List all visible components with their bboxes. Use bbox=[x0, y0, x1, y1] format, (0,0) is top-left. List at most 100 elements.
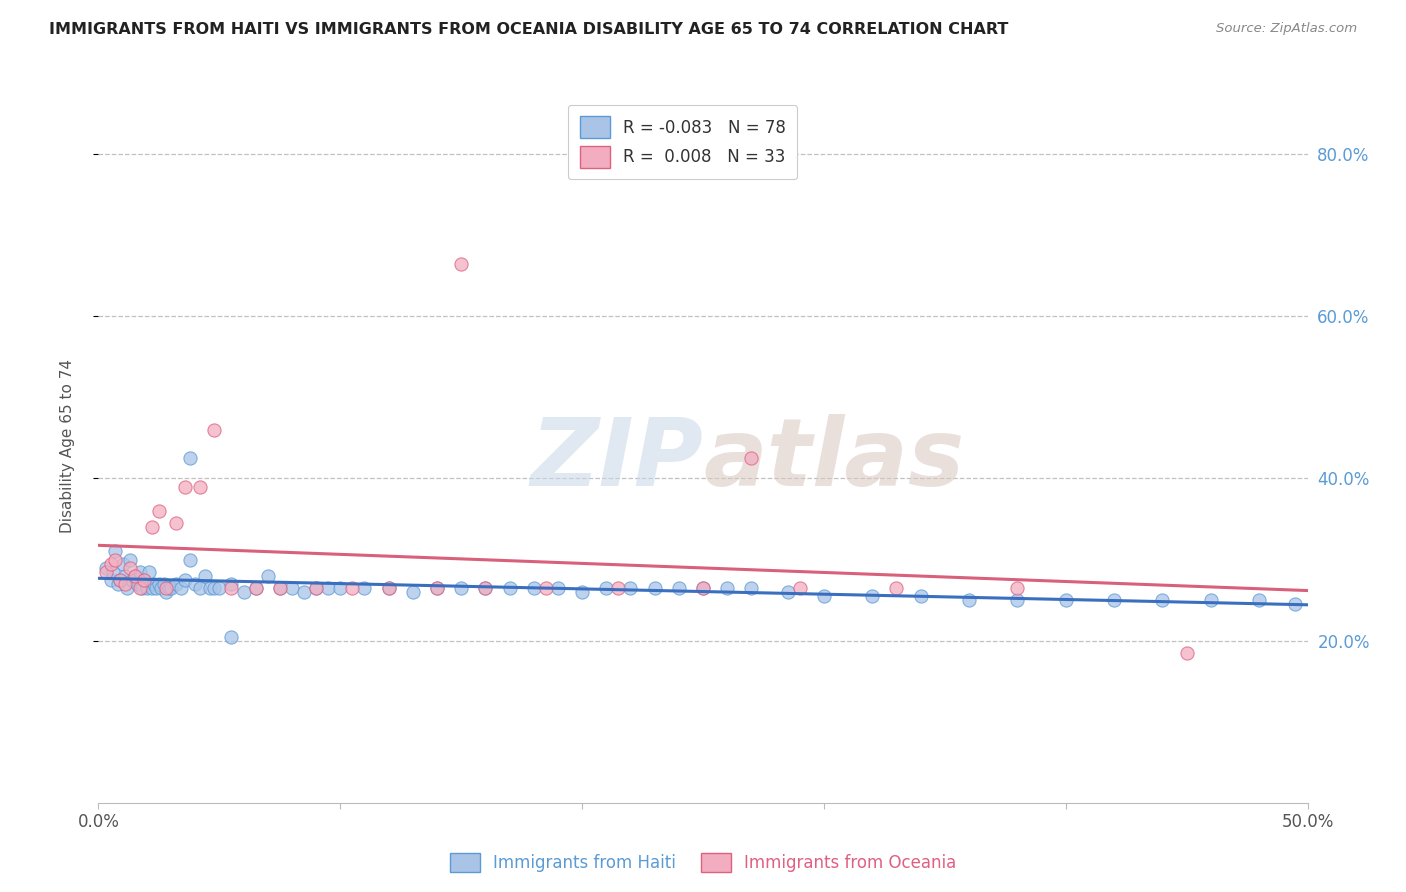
Point bbox=[188, 479, 211, 493]
Point bbox=[114, 577, 136, 591]
Point bbox=[377, 581, 399, 595]
Point bbox=[256, 568, 278, 582]
Point bbox=[138, 565, 160, 579]
Point bbox=[316, 581, 339, 595]
Point bbox=[131, 581, 153, 595]
Point bbox=[169, 581, 191, 595]
Text: ZIP: ZIP bbox=[530, 414, 703, 507]
Point bbox=[281, 581, 304, 595]
Point bbox=[221, 630, 243, 644]
Point bbox=[245, 581, 267, 595]
Point bbox=[342, 581, 364, 595]
Point bbox=[160, 581, 183, 595]
Point bbox=[1199, 593, 1222, 607]
Point bbox=[232, 585, 254, 599]
Point bbox=[716, 581, 738, 595]
Point bbox=[100, 573, 122, 587]
Point bbox=[1102, 593, 1125, 607]
Point bbox=[860, 589, 883, 603]
Point bbox=[776, 585, 799, 599]
Point bbox=[329, 581, 352, 595]
Point bbox=[910, 589, 932, 603]
Point bbox=[1007, 581, 1029, 595]
Point bbox=[269, 581, 291, 595]
Point bbox=[1284, 597, 1306, 611]
Point bbox=[150, 581, 173, 595]
Point bbox=[179, 451, 201, 466]
Point bbox=[118, 552, 141, 566]
Point bbox=[523, 581, 546, 595]
Point bbox=[426, 581, 449, 595]
Point bbox=[174, 479, 197, 493]
Point bbox=[813, 589, 835, 603]
Point bbox=[1249, 593, 1271, 607]
Point bbox=[571, 585, 593, 599]
Point bbox=[134, 573, 156, 587]
Point bbox=[124, 568, 146, 582]
Point bbox=[179, 552, 201, 566]
Point bbox=[94, 560, 117, 574]
Point bbox=[104, 552, 127, 566]
Point bbox=[221, 581, 243, 595]
Point bbox=[184, 577, 207, 591]
Text: atlas: atlas bbox=[703, 414, 965, 507]
Point bbox=[269, 581, 291, 595]
Point bbox=[108, 573, 131, 587]
Point bbox=[644, 581, 666, 595]
Point bbox=[204, 581, 226, 595]
Legend: Immigrants from Haiti, Immigrants from Oceania: Immigrants from Haiti, Immigrants from O… bbox=[441, 844, 965, 880]
Text: IMMIGRANTS FROM HAITI VS IMMIGRANTS FROM OCEANIA DISABILITY AGE 65 TO 74 CORRELA: IMMIGRANTS FROM HAITI VS IMMIGRANTS FROM… bbox=[49, 22, 1008, 37]
Point bbox=[1054, 593, 1077, 607]
Point bbox=[1007, 593, 1029, 607]
Point bbox=[692, 581, 714, 595]
Point bbox=[134, 573, 156, 587]
Point bbox=[127, 577, 149, 591]
Point bbox=[155, 581, 177, 595]
Point bbox=[148, 577, 170, 591]
Point bbox=[104, 544, 127, 558]
Point bbox=[155, 585, 177, 599]
Point bbox=[402, 585, 425, 599]
Point bbox=[377, 581, 399, 595]
Point bbox=[886, 581, 908, 595]
Point bbox=[668, 581, 690, 595]
Point bbox=[101, 565, 124, 579]
Point bbox=[124, 568, 146, 582]
Point bbox=[450, 256, 472, 270]
Point bbox=[957, 593, 980, 607]
Point bbox=[108, 573, 131, 587]
Point bbox=[547, 581, 569, 595]
Point bbox=[198, 581, 221, 595]
Point bbox=[121, 573, 143, 587]
Point bbox=[450, 581, 472, 595]
Point bbox=[1152, 593, 1174, 607]
Point bbox=[188, 581, 211, 595]
Point bbox=[353, 581, 375, 595]
Point bbox=[100, 557, 122, 571]
Point bbox=[208, 581, 231, 595]
Point bbox=[111, 557, 134, 571]
Point bbox=[426, 581, 449, 595]
Point bbox=[245, 581, 267, 595]
Point bbox=[135, 581, 157, 595]
Point bbox=[498, 581, 520, 595]
Point bbox=[174, 573, 197, 587]
Point bbox=[94, 565, 117, 579]
Point bbox=[789, 581, 811, 595]
Point bbox=[474, 581, 496, 595]
Point bbox=[619, 581, 641, 595]
Point bbox=[128, 581, 150, 595]
Point bbox=[305, 581, 328, 595]
Point bbox=[165, 516, 187, 530]
Point bbox=[157, 581, 180, 595]
Point bbox=[740, 581, 762, 595]
Point bbox=[292, 585, 315, 599]
Point bbox=[141, 581, 163, 595]
Point bbox=[148, 504, 170, 518]
Point bbox=[204, 423, 226, 437]
Point bbox=[740, 451, 762, 466]
Point bbox=[128, 565, 150, 579]
Point bbox=[607, 581, 630, 595]
Point bbox=[474, 581, 496, 595]
Point bbox=[221, 577, 243, 591]
